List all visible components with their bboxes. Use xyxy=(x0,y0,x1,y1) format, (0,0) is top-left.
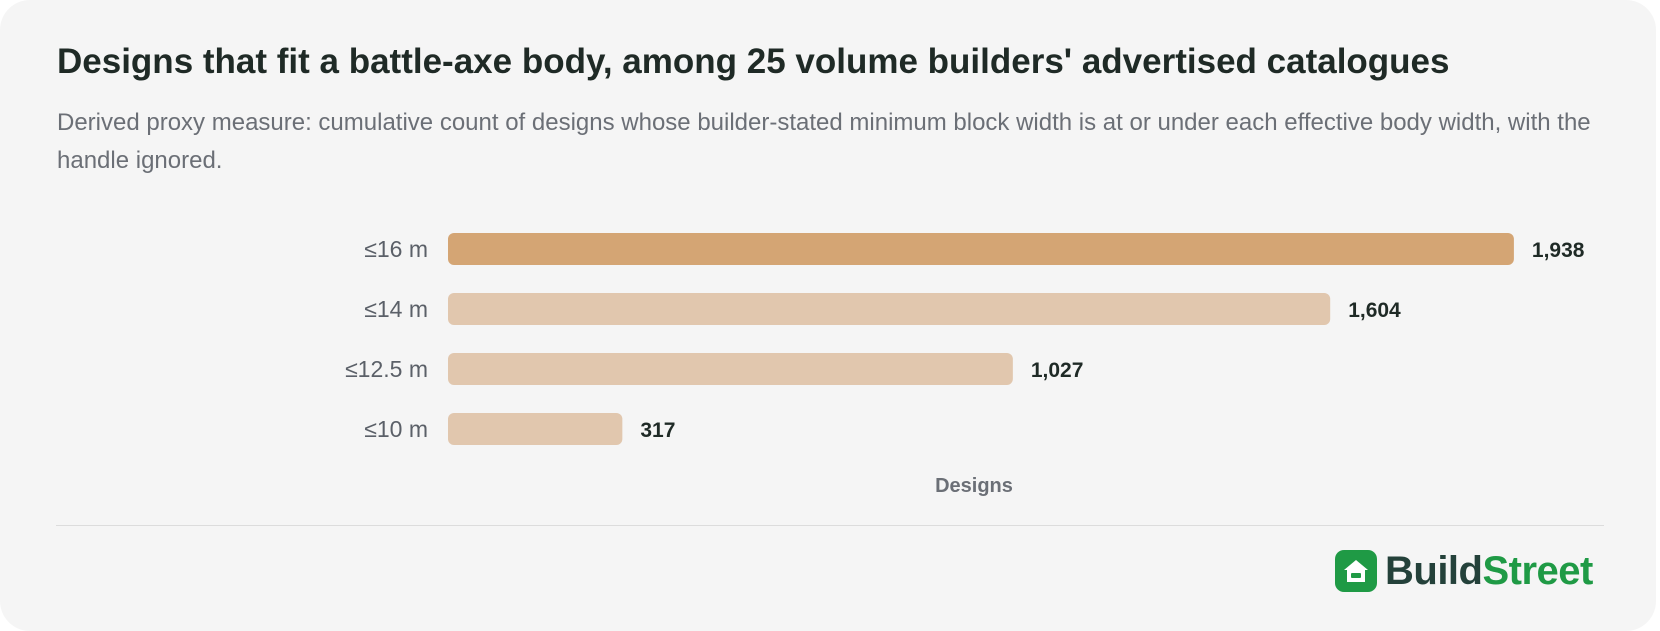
category-label-1: ≤14 m xyxy=(364,296,428,322)
footer-divider xyxy=(56,525,1604,526)
x-axis-label: Designs xyxy=(935,475,1013,497)
category-label-0: ≤16 m xyxy=(364,236,428,262)
bar-chart: ≤16 m 1,938 ≤14 m 1,604 ≤12.5 m 1,027 ≤10 m 317… xyxy=(345,233,1585,497)
brand-name-part1: Build xyxy=(1385,549,1483,593)
bar-3 xyxy=(448,413,623,445)
brand-name-part2: Street xyxy=(1482,549,1593,593)
bar-2 xyxy=(448,353,1013,385)
bar-1 xyxy=(448,293,1331,325)
value-label-1: 1,604 xyxy=(1348,299,1401,322)
bar-0 xyxy=(448,233,1514,265)
brand-logo: BuildStreet xyxy=(1335,550,1593,592)
chart-subtitle: Derived proxy measure: cumulative count … xyxy=(57,109,1591,174)
brand-name: BuildStreet xyxy=(1385,550,1593,592)
category-label-3: ≤10 m xyxy=(364,416,428,442)
value-label-0: 1,938 xyxy=(1532,239,1585,262)
house-icon xyxy=(1335,550,1377,592)
value-label-3: 317 xyxy=(640,419,675,442)
category-label-2: ≤12.5 m xyxy=(345,356,428,382)
value-label-2: 1,027 xyxy=(1031,359,1084,382)
chart-title: Designs that fit a battle-axe body, amon… xyxy=(57,42,1450,81)
